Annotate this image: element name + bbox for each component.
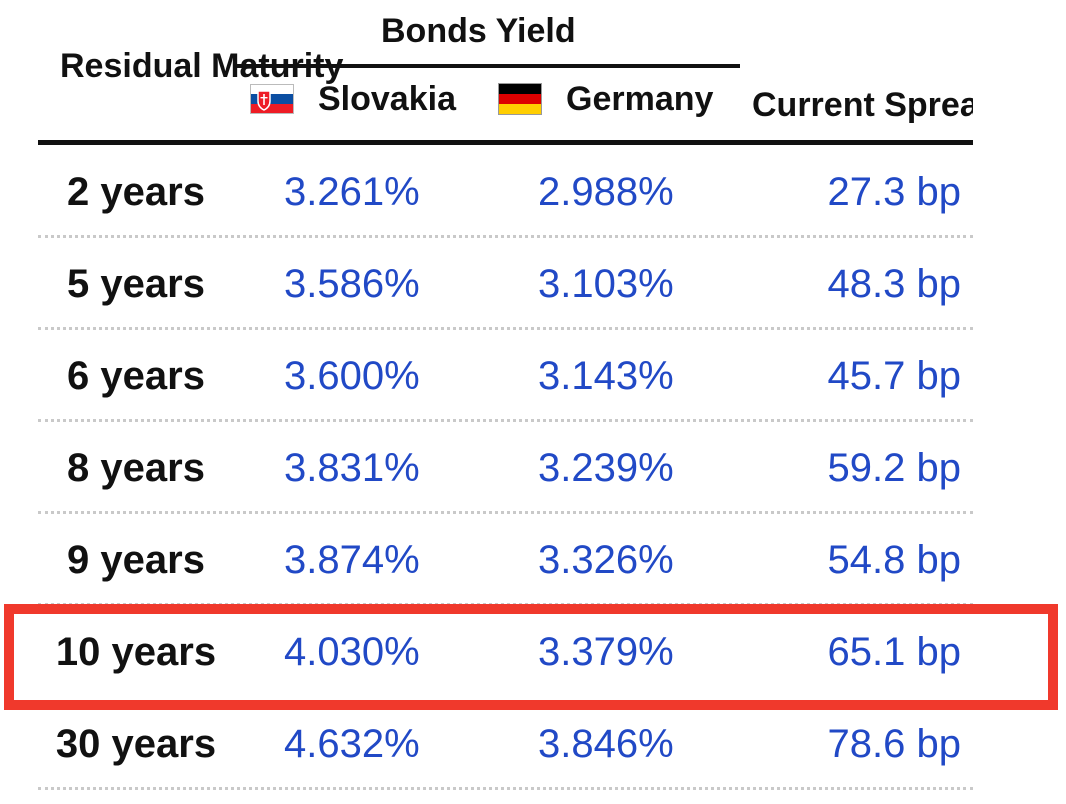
germany-yield-link[interactable]: 3.143% — [538, 354, 674, 398]
row-separator — [38, 787, 973, 790]
row-separator — [38, 235, 973, 238]
table-row: 30 years 4.632% 3.846% 78.6 bp — [38, 698, 973, 790]
maturity-cell: 6 years — [67, 354, 205, 398]
slovakia-yield-link[interactable]: 4.632% — [284, 722, 420, 766]
spread-link[interactable]: 78.6 bp — [827, 722, 961, 766]
row-separator — [38, 327, 973, 330]
table-row: 6 years 3.600% 3.143% 45.7 bp — [38, 330, 973, 422]
germany-yield-link[interactable]: 2.988% — [538, 170, 674, 214]
table-row-highlighted: 10 years 4.030% 3.379% 65.1 bp — [38, 606, 973, 698]
header-divider — [38, 140, 973, 145]
maturity-cell: 2 years — [67, 170, 205, 214]
germany-yield-link[interactable]: 3.379% — [538, 630, 674, 674]
germany-column-header: Germany — [498, 82, 713, 116]
spread-link[interactable]: 27.3 bp — [827, 170, 961, 214]
maturity-cell: 5 years — [67, 262, 205, 306]
slovakia-header-label: Slovakia — [318, 80, 456, 118]
spread-link[interactable]: 48.3 bp — [827, 262, 961, 306]
spread-link[interactable]: 54.8 bp — [827, 538, 961, 582]
slovakia-column-header: Slovakia — [250, 82, 456, 116]
current-spread-header: Current Spread — [752, 86, 1000, 124]
table-row: 8 years 3.831% 3.239% 59.2 bp — [38, 422, 973, 514]
maturity-cell: 30 years — [55, 722, 217, 766]
row-separator — [38, 419, 973, 422]
germany-header-label: Germany — [566, 80, 714, 118]
maturity-cell: 9 years — [67, 538, 205, 582]
spread-link[interactable]: 59.2 bp — [827, 446, 961, 490]
bonds-yield-header: Bonds Yield — [381, 12, 576, 50]
bonds-yield-rule — [236, 64, 740, 68]
table-row: 9 years 3.874% 3.326% 54.8 bp — [38, 514, 973, 606]
slovakia-flag-icon — [250, 84, 294, 114]
germany-yield-link[interactable]: 3.103% — [538, 262, 674, 306]
germany-yield-link[interactable]: 3.239% — [538, 446, 674, 490]
row-separator — [38, 511, 973, 514]
slovakia-yield-link[interactable]: 3.874% — [284, 538, 420, 582]
maturity-cell: 10 years — [55, 630, 217, 674]
spread-link[interactable]: 45.7 bp — [827, 354, 961, 398]
germany-yield-link[interactable]: 3.846% — [538, 722, 674, 766]
right-clip — [973, 0, 1066, 804]
maturity-cell: 8 years — [67, 446, 205, 490]
slovakia-yield-link[interactable]: 3.600% — [284, 354, 420, 398]
spread-link[interactable]: 65.1 bp — [827, 630, 961, 674]
germany-flag-icon — [498, 83, 542, 115]
slovakia-yield-link[interactable]: 3.831% — [284, 446, 420, 490]
table-row: 2 years 3.261% 2.988% 27.3 bp — [38, 146, 973, 238]
slovakia-yield-link[interactable]: 3.261% — [284, 170, 420, 214]
table-row: 5 years 3.586% 3.103% 48.3 bp — [38, 238, 973, 330]
slovakia-yield-link[interactable]: 3.586% — [284, 262, 420, 306]
slovakia-yield-link[interactable]: 4.030% — [284, 630, 420, 674]
residual-maturity-header: Residual Maturity — [60, 47, 344, 85]
germany-yield-link[interactable]: 3.326% — [538, 538, 674, 582]
